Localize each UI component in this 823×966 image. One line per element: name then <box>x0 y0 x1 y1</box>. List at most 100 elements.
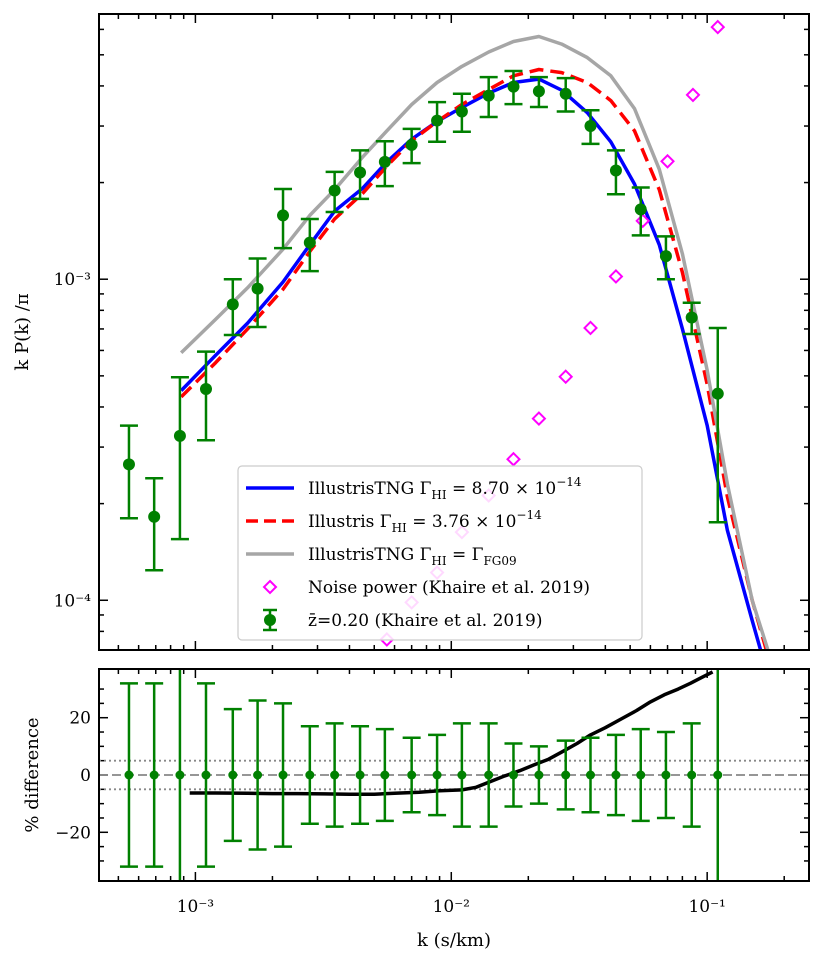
x-axis-label: k (s/km) <box>417 930 491 951</box>
data-point <box>713 770 723 780</box>
data-point <box>508 770 518 780</box>
data-point <box>253 770 263 780</box>
top-panel-plot-area <box>119 19 770 650</box>
data-point <box>175 770 185 780</box>
legend-label: IllustrisTNG ΓHI = 8.70 × 10−14 <box>308 475 582 502</box>
legend-label: Illustris ΓHI = 3.76 × 10−14 <box>308 508 542 535</box>
data-point <box>482 89 495 102</box>
noise-power-marker <box>710 19 726 35</box>
data-point <box>405 138 418 151</box>
data-point <box>457 770 467 780</box>
data-point <box>122 458 135 471</box>
legend-label-main: IllustrisTNG Γ <box>308 479 432 499</box>
noise-power-marker <box>660 153 675 169</box>
legend-label-rest: = 3.76 × 10 <box>407 512 517 532</box>
data-point <box>251 282 264 295</box>
data-point <box>586 770 596 780</box>
data-point <box>609 164 622 177</box>
series-line <box>179 77 763 650</box>
data-point <box>611 770 621 780</box>
data-point <box>305 770 315 780</box>
data-point <box>355 770 365 780</box>
legend-label-main: Noise power (Khaire et al. 2019) <box>308 578 590 598</box>
legend-label-rest: = 8.70 × 10 <box>447 479 557 499</box>
legend-handle-diamond <box>262 579 278 595</box>
data-point <box>226 298 239 311</box>
legend-label-main: z̄=0.20 (Khaire et al. 2019) <box>308 611 542 631</box>
data-point <box>149 770 159 780</box>
legend-label-main: Illustris Γ <box>308 512 392 532</box>
data-point <box>354 166 367 179</box>
data-point <box>432 770 442 780</box>
noise-power-marker <box>685 87 701 103</box>
data-point <box>661 770 671 780</box>
legend-label-main: IllustrisTNG Γ <box>308 545 432 565</box>
bottom-panel-frame <box>98 668 810 882</box>
legend-label: Noise power (Khaire et al. 2019) <box>308 578 590 598</box>
bottom-panel-plot-area <box>99 669 809 881</box>
data-point <box>303 236 316 249</box>
legend-label-superscript: −14 <box>516 508 542 522</box>
legend-label-subscript: HI <box>431 488 446 502</box>
x-tick-label: 10⁻¹ <box>688 897 725 917</box>
bottom-panel-tick-labels: −20 0 20 10⁻³ 10⁻² 10⁻¹ <box>55 709 726 917</box>
series-line <box>179 67 769 650</box>
data-point <box>659 250 672 263</box>
legend-label: z̄=0.20 (Khaire et al. 2019) <box>308 611 542 631</box>
top-panel-frame <box>98 13 810 651</box>
data-point <box>378 155 391 168</box>
data-point <box>561 770 571 780</box>
data-point <box>148 510 161 523</box>
y-tick-label: 0 <box>80 766 91 786</box>
top-panel: 10⁻⁴10⁻³ k P(k) /π IllustrisTNG ΓHI = 8.… <box>12 13 810 651</box>
x-tick-label: 10⁻² <box>433 897 470 917</box>
data-point <box>455 105 468 118</box>
legend: IllustrisTNG ΓHI = 8.70 × 10−14Illustris… <box>237 465 643 641</box>
noise-power-marker <box>635 213 651 229</box>
legend-handle-point <box>264 614 276 626</box>
data-point <box>685 311 698 324</box>
legend-label-rest: = Γ <box>447 545 484 565</box>
legend-label-subscript: HI <box>431 554 446 568</box>
noise-power-marker <box>583 320 598 336</box>
data-point <box>687 770 697 780</box>
data-point <box>407 770 417 780</box>
data-point <box>534 770 544 780</box>
series-line <box>179 34 770 650</box>
data-point <box>431 114 444 127</box>
noise-power-marker <box>558 369 574 385</box>
y-tick-label: −20 <box>55 823 91 843</box>
legend-label: IllustrisTNG ΓHI = ΓFG09 <box>308 545 517 568</box>
legend-label-subscript: HI <box>392 521 407 535</box>
data-point <box>228 770 238 780</box>
data-point <box>532 85 545 98</box>
data-point <box>328 184 341 197</box>
data-point <box>173 429 186 442</box>
data-point <box>634 203 647 216</box>
data-point <box>507 80 520 93</box>
data-point <box>636 770 646 780</box>
y-tick-label: 20 <box>69 709 91 729</box>
x-tick-label: 10⁻³ <box>177 897 214 917</box>
y-tick-label: 10⁻³ <box>54 270 91 290</box>
data-point <box>711 387 724 400</box>
data-point <box>277 209 290 222</box>
top-panel-tick-labels: 10⁻⁴ 10⁻³ <box>54 270 92 611</box>
bottom-y-axis-label: % difference <box>22 717 43 832</box>
bottom-panel: −20 0 20 10⁻³ 10⁻² 10⁻¹ % difference k (s/km) <box>22 668 810 951</box>
data-point <box>201 770 211 780</box>
data-point <box>559 87 572 100</box>
data-point <box>330 770 340 780</box>
data-point <box>199 383 212 396</box>
legend-label-superscript: −14 <box>556 475 582 489</box>
data-point <box>484 770 494 780</box>
top-y-axis-label: k P(k) /π <box>12 293 33 370</box>
legend-box <box>237 465 643 641</box>
data-point <box>124 770 134 780</box>
y-tick-label: 10⁻⁴ <box>54 591 92 611</box>
data-point <box>584 120 597 133</box>
noise-power-marker <box>506 451 521 467</box>
legend-label-subscript: FG09 <box>483 554 516 568</box>
noise-power-marker <box>608 269 624 284</box>
